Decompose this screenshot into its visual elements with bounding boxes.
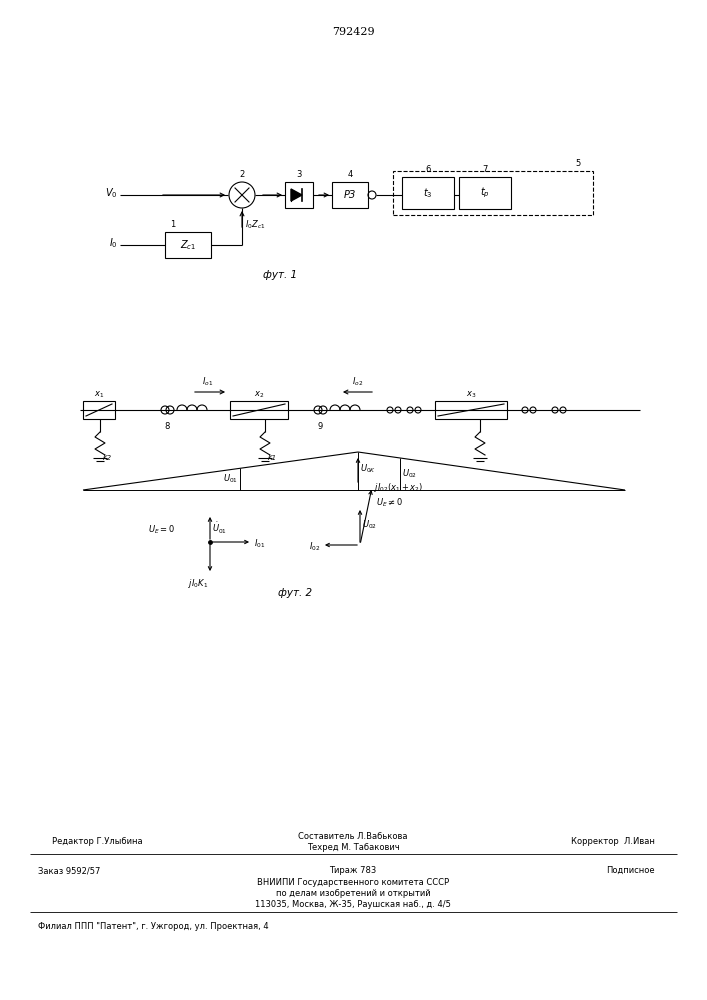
Text: $x_2$: $x_2$ — [254, 389, 264, 400]
Text: K1: K1 — [268, 455, 277, 461]
Text: $I_{o1}$: $I_{o1}$ — [202, 375, 214, 388]
Text: ВНИИПИ Государственного комитета СССР: ВНИИПИ Государственного комитета СССР — [257, 878, 449, 887]
Text: РЗ: РЗ — [344, 190, 356, 200]
Text: $t_p$: $t_p$ — [480, 186, 490, 200]
Text: $U_{02}$: $U_{02}$ — [362, 519, 377, 531]
Circle shape — [530, 407, 536, 413]
Text: Тираж 783: Тираж 783 — [329, 866, 377, 875]
Text: Техред М. Табакович: Техред М. Табакович — [307, 843, 399, 852]
Circle shape — [560, 407, 566, 413]
Text: Редактор Г.Улыбина: Редактор Г.Улыбина — [52, 837, 143, 846]
Text: $x_1$: $x_1$ — [94, 389, 104, 400]
Text: 8: 8 — [164, 422, 170, 431]
Text: K2: K2 — [103, 455, 112, 461]
Circle shape — [387, 407, 393, 413]
Circle shape — [407, 407, 413, 413]
Text: $\dot{U}_{01}$: $\dot{U}_{01}$ — [212, 520, 227, 536]
Bar — [285, 182, 313, 208]
Text: $U_{02}$: $U_{02}$ — [402, 468, 417, 480]
Text: фут. 2: фут. 2 — [278, 588, 312, 598]
Text: 5: 5 — [575, 159, 580, 168]
Bar — [165, 232, 211, 258]
Text: 113035, Москва, Ж-35, Раушская наб., д. 4/5: 113035, Москва, Ж-35, Раушская наб., д. … — [255, 900, 451, 909]
Bar — [83, 401, 115, 419]
Text: $I_0 Z_{c1}$: $I_0 Z_{c1}$ — [245, 218, 266, 231]
Circle shape — [552, 407, 558, 413]
Text: $I_{o2}$: $I_{o2}$ — [352, 375, 363, 388]
Text: $j I_0 K_1$: $j I_0 K_1$ — [187, 577, 208, 590]
Text: $U_{01}$: $U_{01}$ — [223, 473, 238, 485]
Circle shape — [522, 407, 528, 413]
Text: 1: 1 — [170, 220, 175, 229]
Text: $Z_{c1}$: $Z_{c1}$ — [180, 238, 196, 252]
Text: Заказ 9592/57: Заказ 9592/57 — [38, 866, 100, 875]
Text: $U_E \neq 0$: $U_E \neq 0$ — [376, 497, 403, 509]
Text: Подписное: Подписное — [607, 866, 655, 875]
Bar — [459, 177, 511, 209]
Text: Филиал ППП "Патент", г. Ужгород, ул. Проектная, 4: Филиал ППП "Патент", г. Ужгород, ул. Про… — [38, 922, 269, 931]
Text: 792429: 792429 — [332, 27, 374, 37]
Bar — [435, 401, 507, 419]
Bar — [393, 171, 593, 215]
Text: $j I_{02}(x_1+x_2)$: $j I_{02}(x_1+x_2)$ — [374, 481, 423, 493]
Text: $I_{02}$: $I_{02}$ — [309, 541, 320, 553]
Text: 9: 9 — [317, 422, 322, 431]
Circle shape — [415, 407, 421, 413]
Text: 4: 4 — [347, 170, 353, 179]
Bar — [230, 401, 288, 419]
Text: $I_0$: $I_0$ — [110, 236, 118, 250]
Text: $U_E=0$: $U_E=0$ — [148, 524, 175, 536]
Text: 7: 7 — [482, 165, 488, 174]
Text: Составитель Л.Вабькова: Составитель Л.Вабькова — [298, 832, 408, 841]
Text: $U_{0K}$: $U_{0K}$ — [360, 463, 376, 475]
Text: $x_3$: $x_3$ — [466, 389, 477, 400]
Text: Корректор  Л.Иван: Корректор Л.Иван — [571, 837, 655, 846]
Bar — [402, 177, 454, 209]
Text: $I_{01}$: $I_{01}$ — [254, 538, 265, 550]
Text: $t_3$: $t_3$ — [423, 186, 433, 200]
Polygon shape — [291, 189, 302, 201]
Text: 2: 2 — [240, 170, 245, 179]
Text: $V_0$: $V_0$ — [105, 186, 118, 200]
Text: фут. 1: фут. 1 — [263, 270, 297, 280]
Text: по делам изобретений и открытий: по делам изобретений и открытий — [276, 889, 431, 898]
Text: 3: 3 — [296, 170, 302, 179]
Text: 6: 6 — [426, 165, 431, 174]
Circle shape — [395, 407, 401, 413]
Bar — [332, 182, 368, 208]
